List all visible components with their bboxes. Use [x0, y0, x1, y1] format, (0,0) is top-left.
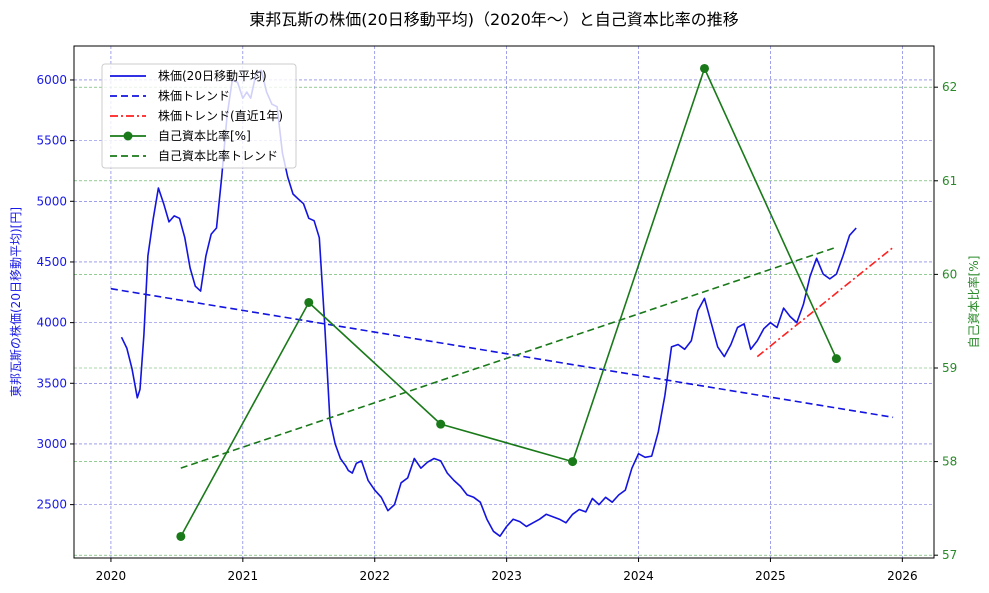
series-line [110, 287, 894, 419]
series-line [180, 67, 838, 537]
grid-x [110, 46, 903, 558]
y-left-tick-label: 4000 [36, 316, 67, 330]
y-left-tick-label: 3500 [36, 376, 67, 390]
grid-right [74, 86, 934, 556]
legend-label: 株価トレンド(直近1年) [158, 108, 283, 123]
y-left-tick-label: 4500 [36, 255, 67, 269]
data-point [176, 531, 186, 541]
y-axis-left: 2500 3000 3500 4000 4500 5000 5500 6000 [36, 73, 74, 512]
legend-label: 株価トレンド [158, 88, 230, 103]
y-left-tick-label: 5000 [36, 194, 67, 208]
data-point [699, 63, 709, 73]
y-left-tick-label: 6000 [36, 73, 67, 87]
legend-label: 株価(20日移動平均) [158, 68, 267, 83]
x-tick-label: 2024 [623, 569, 654, 583]
chart-title: 東邦瓦斯の株価(20日移動平均)（2020年〜）と自己資本比率の推移 [249, 10, 739, 29]
data-point [568, 457, 578, 467]
y-right-tick-label: 57 [942, 548, 957, 562]
plot-frame [73, 45, 935, 559]
legend-box [101, 63, 297, 169]
x-tick-label: 2020 [96, 569, 127, 583]
x-tick-label: 2021 [228, 569, 259, 583]
data-point [436, 419, 446, 429]
y-axis-right: 57 58 59 60 61 62 [934, 80, 957, 562]
y-right-tick-label: 61 [942, 174, 957, 188]
x-axis: 2020 2021 2022 2023 2024 2025 2026 [96, 558, 918, 583]
x-tick-label: 2022 [359, 569, 390, 583]
x-tick-label: 2025 [755, 569, 786, 583]
legend-label: 自己資本比率トレンド [158, 148, 278, 163]
y-right-tick-label: 59 [942, 361, 957, 375]
y-right-tick-label: 62 [942, 80, 957, 94]
y-right-tick-label: 60 [942, 267, 957, 281]
series-line [756, 246, 894, 358]
legend-label: 自己資本比率[%] [158, 128, 251, 143]
y-left-tick-label: 3000 [36, 437, 67, 451]
y-axis-right-label: 自己資本比率[%] [966, 256, 981, 349]
y-right-tick-label: 58 [942, 455, 957, 469]
y-left-tick-label: 5500 [36, 134, 67, 148]
data-point [304, 297, 314, 307]
x-tick-label: 2026 [887, 569, 918, 583]
data-point [831, 354, 841, 364]
y-left-tick-label: 2500 [36, 498, 67, 512]
series-line [180, 246, 837, 469]
x-tick-label: 2023 [491, 569, 522, 583]
y-axis-left-label: 東邦瓦斯の株価(20日移動平均)[円] [8, 207, 23, 397]
